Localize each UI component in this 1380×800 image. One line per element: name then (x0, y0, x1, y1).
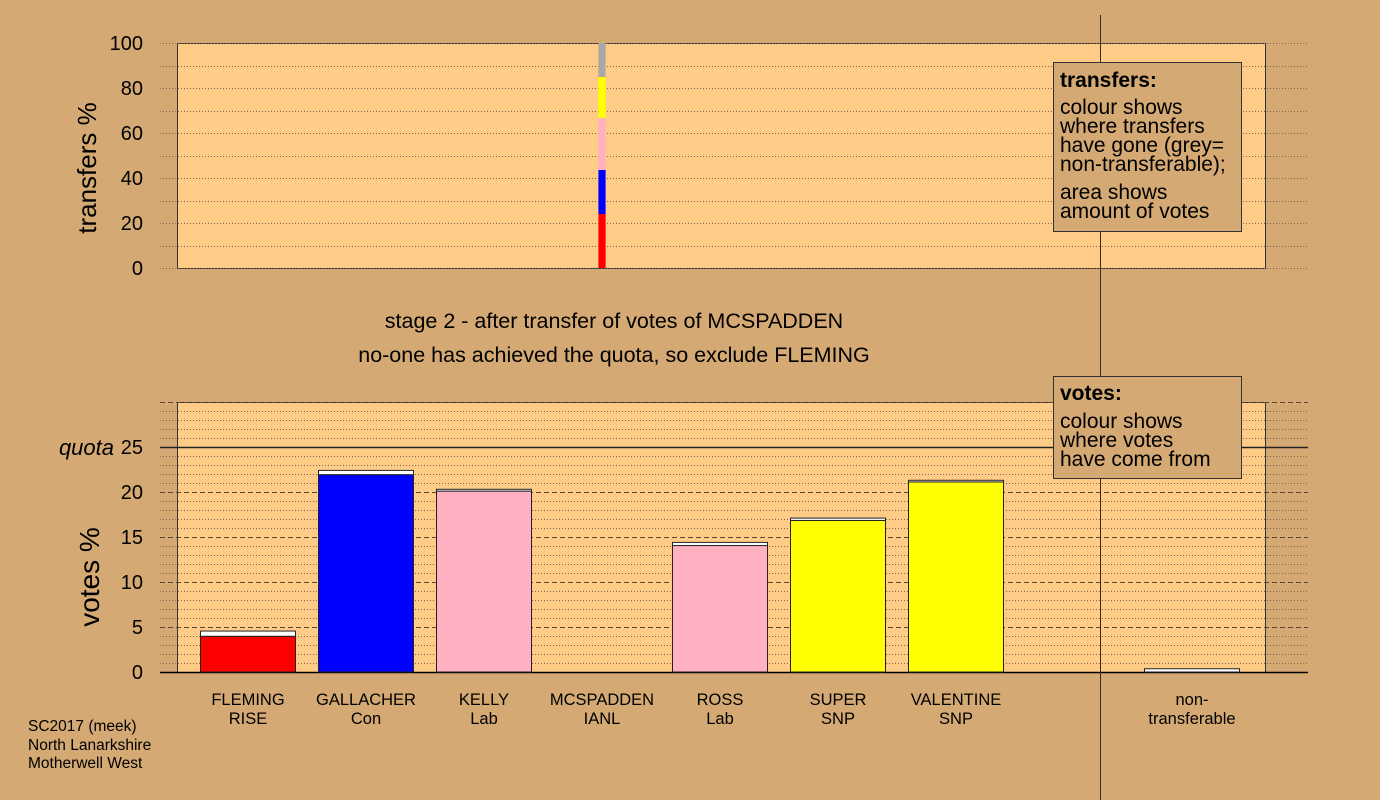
vote-bar-segment (200, 630, 296, 637)
candidate-name-label: FLEMING (211, 691, 284, 709)
vote-bar-segment (790, 519, 886, 673)
footer-caption: SC2017 (meek) North Lanarkshire Motherwe… (28, 718, 151, 772)
candidate-name-label: non- (1175, 691, 1208, 709)
votes-legend: votes: colour shows where votes have com… (1053, 376, 1242, 479)
transfers-gridlines (160, 43, 1308, 269)
votes-y-tick-labels: 0 5 10 15 20 25 (121, 437, 143, 684)
candidate-party-label: IANL (584, 710, 621, 728)
votes-y-tick-label: 10 (121, 572, 143, 594)
footer-election: SC2017 (meek) (28, 718, 137, 735)
transfers-legend-box (1053, 62, 1242, 232)
stage-heading: stage 2 - after transfer of votes of MCS… (385, 309, 843, 333)
votes-y-tick-label: 5 (132, 617, 143, 639)
candidate-party-label: SNP (939, 710, 973, 728)
stage-outcome: no-one has achieved the quota, so exclud… (358, 343, 870, 367)
vote-bar-segment (436, 490, 532, 673)
candidate-name-label: MCSPADDEN (550, 691, 654, 709)
candidate-party-label: SNP (821, 710, 855, 728)
transfers-y-tick-label: 100 (110, 33, 143, 55)
vote-bar-segment (672, 545, 768, 673)
candidate-name-label: VALENTINE (911, 691, 1001, 709)
transfers-y-tick-label: 60 (121, 123, 143, 145)
transfers-legend-line: non-transferable); (1060, 153, 1226, 176)
votes-y-tick-label: 25 (121, 437, 143, 459)
transfers-y-tick-label: 0 (132, 258, 143, 280)
transfers-y-tick-label: 40 (121, 168, 143, 190)
candidate-name-label: ROSS (697, 691, 744, 709)
footer-ward: Motherwell West (28, 755, 143, 772)
vote-bar-segment (318, 474, 414, 673)
candidate-party-label: Lab (470, 710, 498, 728)
candidate-party-label: Lab (706, 710, 734, 728)
candidate-name-label: KELLY (459, 691, 509, 709)
transfers-legend-line: have gone (grey= (1060, 134, 1224, 157)
transfers-legend-line: where transfers (1059, 115, 1205, 138)
candidate-name-label: SUPER (810, 691, 867, 709)
transfers-y-tick-label: 80 (121, 78, 143, 100)
vote-bar-segment (436, 488, 532, 492)
transfers-legend-line: area shows (1060, 181, 1167, 204)
transfer-segment (598, 117, 606, 170)
vote-bar-segment (1144, 668, 1240, 673)
transfers-y-tick-label: 20 (121, 213, 143, 235)
vote-bar-segment (200, 635, 296, 673)
transfers-y-axis-title: transfers % (72, 102, 102, 234)
candidate-party-label: Con (351, 710, 381, 728)
votes-legend-line: where votes (1059, 429, 1173, 452)
transfer-segment (598, 43, 606, 77)
votes-legend-box (1053, 376, 1242, 479)
vote-bar-segment (908, 481, 1004, 673)
votes-y-tick-label: 0 (132, 662, 143, 684)
votes-y-axis-title: votes % (74, 527, 105, 627)
transfers-legend-title: transfers: (1060, 69, 1157, 92)
transfer-segment (598, 169, 606, 214)
votes-legend-line: have come from (1060, 448, 1211, 471)
transfer-segment (598, 76, 606, 118)
votes-y-tick-label: 20 (121, 482, 143, 504)
transfers-legend: transfers: colour shows where transfers … (1053, 62, 1242, 232)
vote-bar-segment (790, 517, 886, 521)
quota-label: quota (59, 435, 114, 460)
vote-bar-segment (908, 479, 1004, 483)
candidate-name-label: GALLACHER (316, 691, 416, 709)
candidate-party-label: RISE (229, 710, 268, 728)
transfers-y-tick-labels: 0 20 40 60 80 100 (110, 33, 143, 280)
transfers-legend-line: amount of votes (1060, 200, 1209, 223)
vote-bar-segment (672, 541, 768, 547)
candidate-party-label: transferable (1148, 710, 1235, 728)
vote-bar-segment (318, 469, 414, 476)
votes-category-labels: FLEMINGRISEGALLACHERConKELLYLabMCSPADDEN… (211, 691, 1235, 728)
votes-legend-title: votes: (1060, 382, 1122, 405)
transfer-segment (598, 214, 606, 268)
votes-legend-line: colour shows (1060, 410, 1183, 433)
votes-y-tick-label: 15 (121, 527, 143, 549)
footer-council: North Lanarkshire (28, 737, 151, 754)
transfers-legend-line: colour shows (1060, 96, 1183, 119)
transfers-bars (598, 43, 606, 268)
votes-bars (200, 469, 1240, 673)
